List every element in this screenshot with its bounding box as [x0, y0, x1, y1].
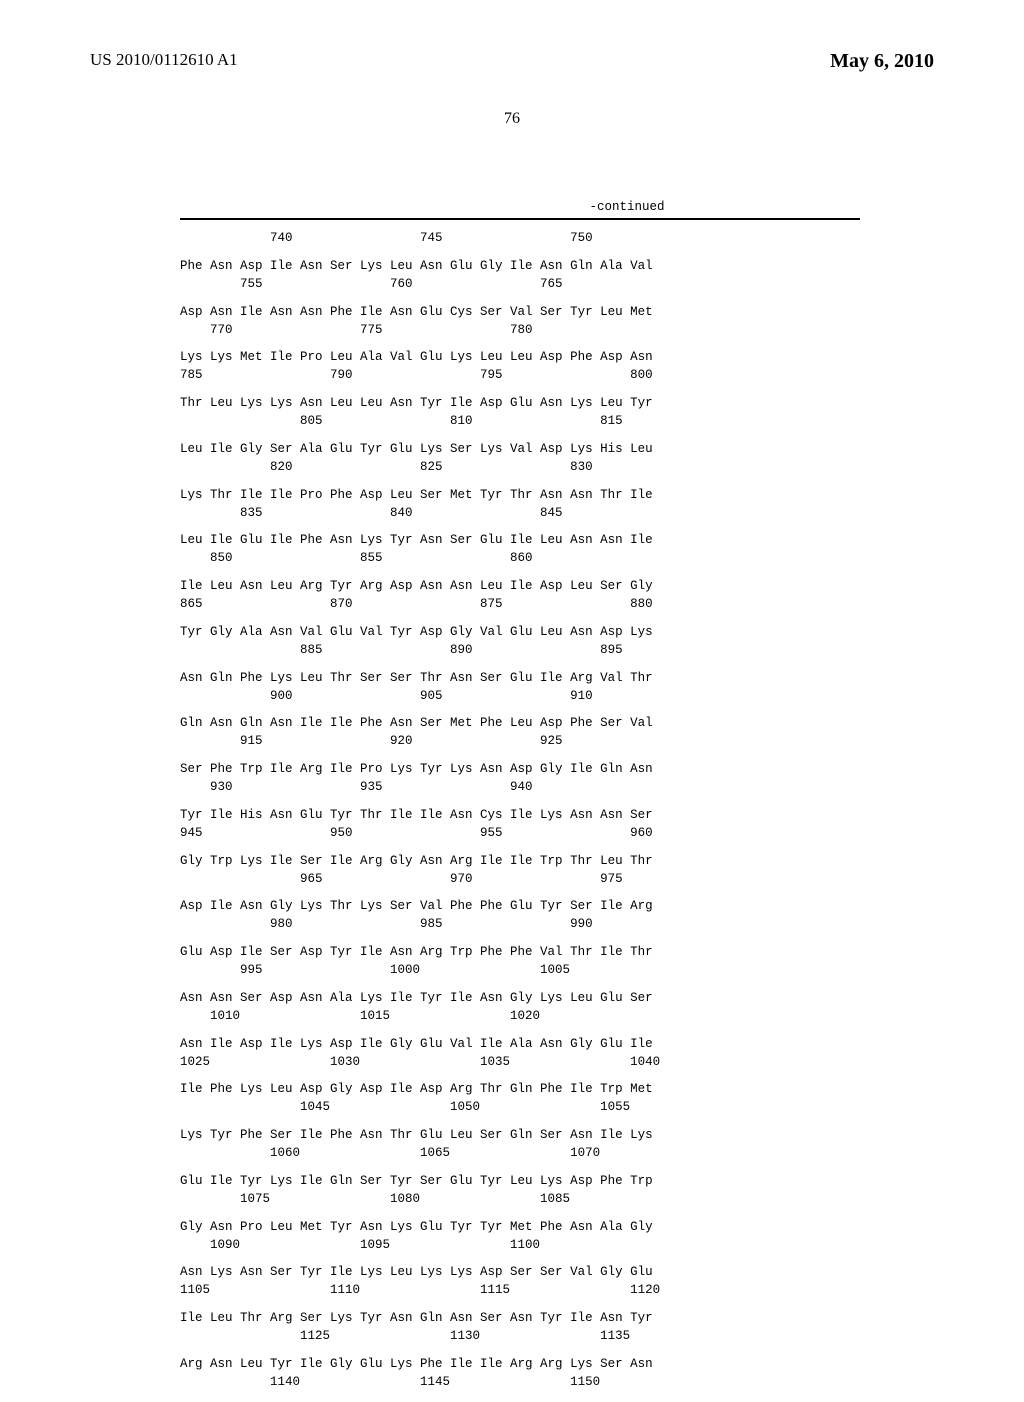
amino-acid-row: Ile Leu Thr Arg Ser Lys Tyr Asn Gln Asn … [180, 1310, 860, 1327]
amino-acid-row: Lys Tyr Phe Ser Ile Phe Asn Thr Glu Leu … [180, 1127, 860, 1144]
amino-acid-row: Asn Lys Asn Ser Tyr Ile Lys Leu Lys Lys … [180, 1264, 860, 1281]
amino-acid-row: Asp Asn Ile Asn Asn Phe Ile Asn Glu Cys … [180, 304, 860, 321]
amino-acid-row: Phe Asn Asp Ile Asn Ser Lys Leu Asn Glu … [180, 258, 860, 275]
amino-acid-row: Tyr Gly Ala Asn Val Glu Val Tyr Asp Gly … [180, 624, 860, 641]
position-number-row: 755 760 765 [180, 276, 860, 293]
position-number-row: 965 970 975 [180, 871, 860, 888]
amino-acid-row: Asn Gln Phe Lys Leu Thr Ser Ser Thr Asn … [180, 670, 860, 687]
position-number-row: 1010 1015 1020 [180, 1008, 860, 1025]
sequence-block: Thr Leu Lys Lys Asn Leu Leu Asn Tyr Ile … [180, 395, 860, 430]
amino-acid-row: Thr Leu Lys Lys Asn Leu Leu Asn Tyr Ile … [180, 395, 860, 412]
position-number-row: 1075 1080 1085 [180, 1191, 860, 1208]
amino-acid-row: Gly Trp Lys Ile Ser Ile Arg Gly Asn Arg … [180, 853, 860, 870]
sequence-block: Phe Asn Asp Ile Asn Ser Lys Leu Asn Glu … [180, 258, 860, 293]
amino-acid-row: Gly Asn Pro Leu Met Tyr Asn Lys Glu Tyr … [180, 1219, 860, 1236]
amino-acid-row: Leu Ile Gly Ser Ala Glu Tyr Glu Lys Ser … [180, 441, 860, 458]
sequence-block: Asn Asn Ser Asp Asn Ala Lys Ile Tyr Ile … [180, 990, 860, 1025]
amino-acid-row: Asp Ile Asn Gly Lys Thr Lys Ser Val Phe … [180, 898, 860, 915]
amino-acid-row: Leu Ile Glu Ile Phe Asn Lys Tyr Asn Ser … [180, 532, 860, 549]
sequence-block: Lys Lys Met Ile Pro Leu Ala Val Glu Lys … [180, 349, 860, 384]
position-number-row: 1060 1065 1070 [180, 1145, 860, 1162]
sequence-block: Ile Leu Thr Arg Ser Lys Tyr Asn Gln Asn … [180, 1310, 860, 1345]
horizontal-rule [180, 218, 860, 220]
page-number: 76 [0, 110, 1024, 128]
amino-acid-row: Ile Phe Lys Leu Asp Gly Asp Ile Asp Arg … [180, 1081, 860, 1098]
sequence-block: Lys Tyr Phe Ser Ile Phe Asn Thr Glu Leu … [180, 1127, 860, 1162]
sequence-block: Glu Asp Ile Ser Asp Tyr Ile Asn Arg Trp … [180, 944, 860, 979]
sequence-block: Ser Phe Trp Ile Arg Ile Pro Lys Tyr Lys … [180, 761, 860, 796]
amino-acid-row: Asn Asn Ser Asp Asn Ala Lys Ile Tyr Ile … [180, 990, 860, 1007]
sequence-block: Asp Ile Asn Gly Lys Thr Lys Ser Val Phe … [180, 898, 860, 933]
sequence-block: Asn Ile Asp Ile Lys Asp Ile Gly Glu Val … [180, 1036, 860, 1071]
position-number-row: 1090 1095 1100 [180, 1237, 860, 1254]
position-number-row: 1105 1110 1115 1120 [180, 1282, 860, 1299]
position-number-row: 1025 1030 1035 1040 [180, 1054, 860, 1071]
amino-acid-row: Asn Ile Asp Ile Lys Asp Ile Gly Glu Val … [180, 1036, 860, 1053]
position-number-row: 885 890 895 [180, 642, 860, 659]
sequence-block: Leu Ile Glu Ile Phe Asn Lys Tyr Asn Ser … [180, 532, 860, 567]
position-number-row: 1125 1130 1135 [180, 1328, 860, 1345]
amino-acid-row: Tyr Ile His Asn Glu Tyr Thr Ile Ile Asn … [180, 807, 860, 824]
amino-acid-row: Lys Lys Met Ile Pro Leu Ala Val Glu Lys … [180, 349, 860, 366]
position-number-row: 740 745 750 [180, 230, 860, 247]
sequence-block: Gln Asn Gln Asn Ile Ile Phe Asn Ser Met … [180, 715, 860, 750]
amino-acid-row: Ser Phe Trp Ile Arg Ile Pro Lys Tyr Lys … [180, 761, 860, 778]
amino-acid-row: Ile Leu Asn Leu Arg Tyr Arg Asp Asn Asn … [180, 578, 860, 595]
continued-label: -continued [0, 200, 1024, 214]
amino-acid-row: Glu Asp Ile Ser Asp Tyr Ile Asn Arg Trp … [180, 944, 860, 961]
sequence-block: Gly Asn Pro Leu Met Tyr Asn Lys Glu Tyr … [180, 1219, 860, 1254]
position-number-row: 1140 1145 1150 [180, 1374, 860, 1391]
amino-acid-row: Arg Asn Leu Tyr Ile Gly Glu Lys Phe Ile … [180, 1356, 860, 1373]
sequence-block: Tyr Gly Ala Asn Val Glu Val Tyr Asp Gly … [180, 624, 860, 659]
sequence-block: Leu Ile Gly Ser Ala Glu Tyr Glu Lys Ser … [180, 441, 860, 476]
sequence-block: Lys Thr Ile Ile Pro Phe Asp Leu Ser Met … [180, 487, 860, 522]
position-number-row: 995 1000 1005 [180, 962, 860, 979]
position-number-row: 945 950 955 960 [180, 825, 860, 842]
position-number-row: 770 775 780 [180, 322, 860, 339]
sequence-block: Asp Asn Ile Asn Asn Phe Ile Asn Glu Cys … [180, 304, 860, 339]
sequence-block: Glu Ile Tyr Lys Ile Gln Ser Tyr Ser Glu … [180, 1173, 860, 1208]
document-header: US 2010/0112610 A1 May 6, 2010 [0, 50, 1024, 73]
position-number-row: 900 905 910 [180, 688, 860, 705]
publication-number: US 2010/0112610 A1 [90, 50, 238, 70]
sequence-block: Arg Asn Leu Tyr Ile Gly Glu Lys Phe Ile … [180, 1356, 860, 1391]
position-number-row: 980 985 990 [180, 916, 860, 933]
sequence-block: Ile Leu Asn Leu Arg Tyr Arg Asp Asn Asn … [180, 578, 860, 613]
sequence-block: Asn Lys Asn Ser Tyr Ile Lys Leu Lys Lys … [180, 1264, 860, 1299]
sequence-block: Gly Trp Lys Ile Ser Ile Arg Gly Asn Arg … [180, 853, 860, 888]
position-number-row: 805 810 815 [180, 413, 860, 430]
position-number-row: 930 935 940 [180, 779, 860, 796]
position-number-row: 820 825 830 [180, 459, 860, 476]
sequence-block: Asn Gln Phe Lys Leu Thr Ser Ser Thr Asn … [180, 670, 860, 705]
amino-acid-row: Gln Asn Gln Asn Ile Ile Phe Asn Ser Met … [180, 715, 860, 732]
position-number-row: 915 920 925 [180, 733, 860, 750]
position-number-row: 835 840 845 [180, 505, 860, 522]
sequence-block: Ile Phe Lys Leu Asp Gly Asp Ile Asp Arg … [180, 1081, 860, 1116]
amino-acid-row: Glu Ile Tyr Lys Ile Gln Ser Tyr Ser Glu … [180, 1173, 860, 1190]
sequence-block: 740 745 750 [180, 230, 860, 247]
position-number-row: 1045 1050 1055 [180, 1099, 860, 1116]
sequence-listing: 740 745 750 Phe Asn Asp Ile Asn Ser Lys L… [180, 230, 860, 1402]
sequence-block: Tyr Ile His Asn Glu Tyr Thr Ile Ile Asn … [180, 807, 860, 842]
position-number-row: 865 870 875 880 [180, 596, 860, 613]
amino-acid-row: Lys Thr Ile Ile Pro Phe Asp Leu Ser Met … [180, 487, 860, 504]
position-number-row: 785 790 795 800 [180, 367, 860, 384]
position-number-row: 850 855 860 [180, 550, 860, 567]
publication-date: May 6, 2010 [830, 50, 934, 73]
